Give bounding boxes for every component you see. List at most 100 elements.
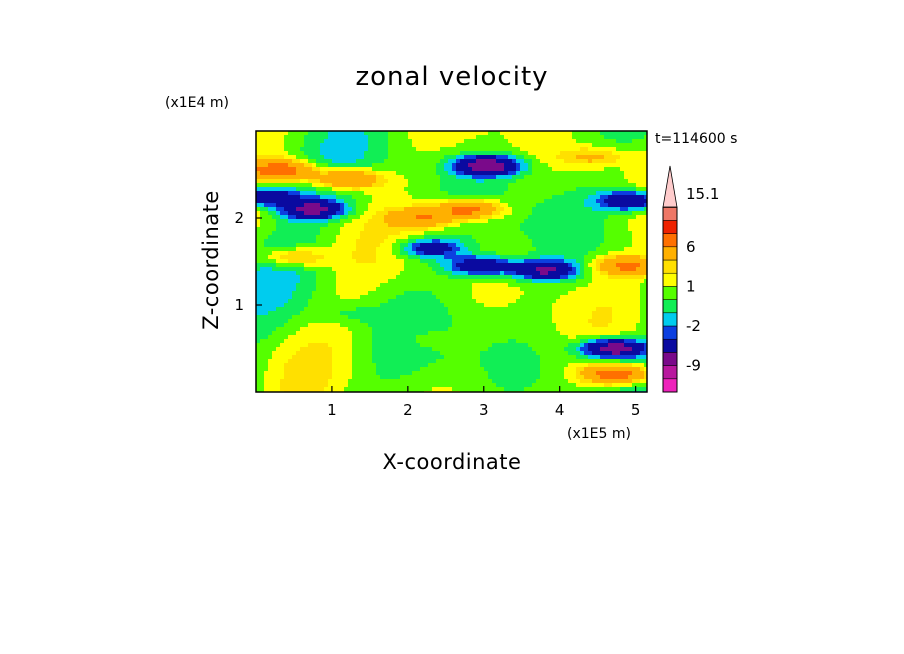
contour-cell [332,207,337,212]
contour-cell [580,175,585,180]
contour-cell [640,319,645,324]
contour-cell [336,231,341,236]
contour-cell [516,283,521,288]
contour-cell [504,283,509,288]
contour-cell [436,183,441,188]
contour-cell [556,283,561,288]
contour-cell [388,203,393,208]
contour-cell [304,191,309,196]
contour-cell [484,227,489,232]
contour-cell [584,291,589,296]
contour-cell [480,175,485,180]
contour-cell [424,179,429,184]
contour-cell [464,243,469,248]
contour-cell [520,175,525,180]
contour-cell [380,151,385,156]
contour-cell [608,331,613,336]
contour-cell [592,243,597,248]
contour-cell [484,207,489,212]
contour-cell [632,251,637,256]
contour-cell [528,131,533,136]
contour-cell [292,231,297,236]
contour-cell [352,163,357,168]
contour-cell [524,223,529,228]
contour-cell [260,259,265,264]
contour-cell [480,231,485,236]
contour-cell [400,163,405,168]
contour-cell [564,131,569,136]
contour-cell [272,251,277,256]
contour-cell [476,303,481,308]
contour-cell [440,323,445,328]
contour-cell [268,151,273,156]
contour-cell [588,207,593,212]
contour-cell [608,155,613,160]
contour-cell [372,155,377,160]
contour-cell [304,267,309,272]
contour-cell [624,191,629,196]
contour-cell [620,219,625,224]
contour-cell [444,139,449,144]
contour-cell [364,263,369,268]
contour-cell [576,271,581,276]
contour-cell [500,131,505,136]
contour-cell [616,183,621,188]
contour-cell [268,323,273,328]
contour-cell [532,199,537,204]
contour-cell [488,183,493,188]
contour-cell [444,251,449,256]
contour-cell [520,139,525,144]
contour-cell [640,179,645,184]
contour-cell [400,283,405,288]
contour-cell [296,215,301,220]
contour-cell [496,323,501,328]
contour-cell [300,219,305,224]
contour-cell [552,311,557,316]
contour-cell [600,215,605,220]
contour-cell [292,295,297,300]
contour-cell [396,247,401,252]
contour-cell [420,155,425,160]
contour-cell [292,167,297,172]
contour-cell [256,271,261,276]
contour-cell [500,315,505,320]
contour-cell [388,223,393,228]
contour-cell [616,159,621,164]
contour-cell [356,131,361,136]
contour-cell [560,163,565,168]
contour-cell [284,163,289,168]
contour-cell [352,131,357,136]
contour-cell [332,143,337,148]
contour-cell [256,171,261,176]
contour-cell [644,175,648,180]
contour-cell [428,143,433,148]
contour-cell [316,275,321,280]
contour-cell [508,255,513,260]
contour-cell [440,251,445,256]
contour-cell [396,151,401,156]
contour-cell [496,159,501,164]
contour-cell [376,259,381,264]
contour-cell [348,263,353,268]
contour-cell [328,239,333,244]
contour-cell [628,163,633,168]
contour-cell [320,295,325,300]
contour-cell [300,227,305,232]
contour-cell [472,231,477,236]
contour-cell [600,267,605,272]
contour-cell [352,139,357,144]
contour-cell [256,235,261,240]
contour-cell [596,239,601,244]
contour-cell [504,299,509,304]
contour-cell [532,135,537,140]
contour-cell [388,307,393,312]
contour-cell [568,231,573,236]
contour-cell [328,327,333,332]
contour-cell [504,243,509,248]
contour-cell [520,327,525,332]
contour-cell [316,319,321,324]
contour-cell [404,303,409,308]
contour-cell [260,287,265,292]
contour-cell [636,263,641,268]
contour-cell [548,291,553,296]
